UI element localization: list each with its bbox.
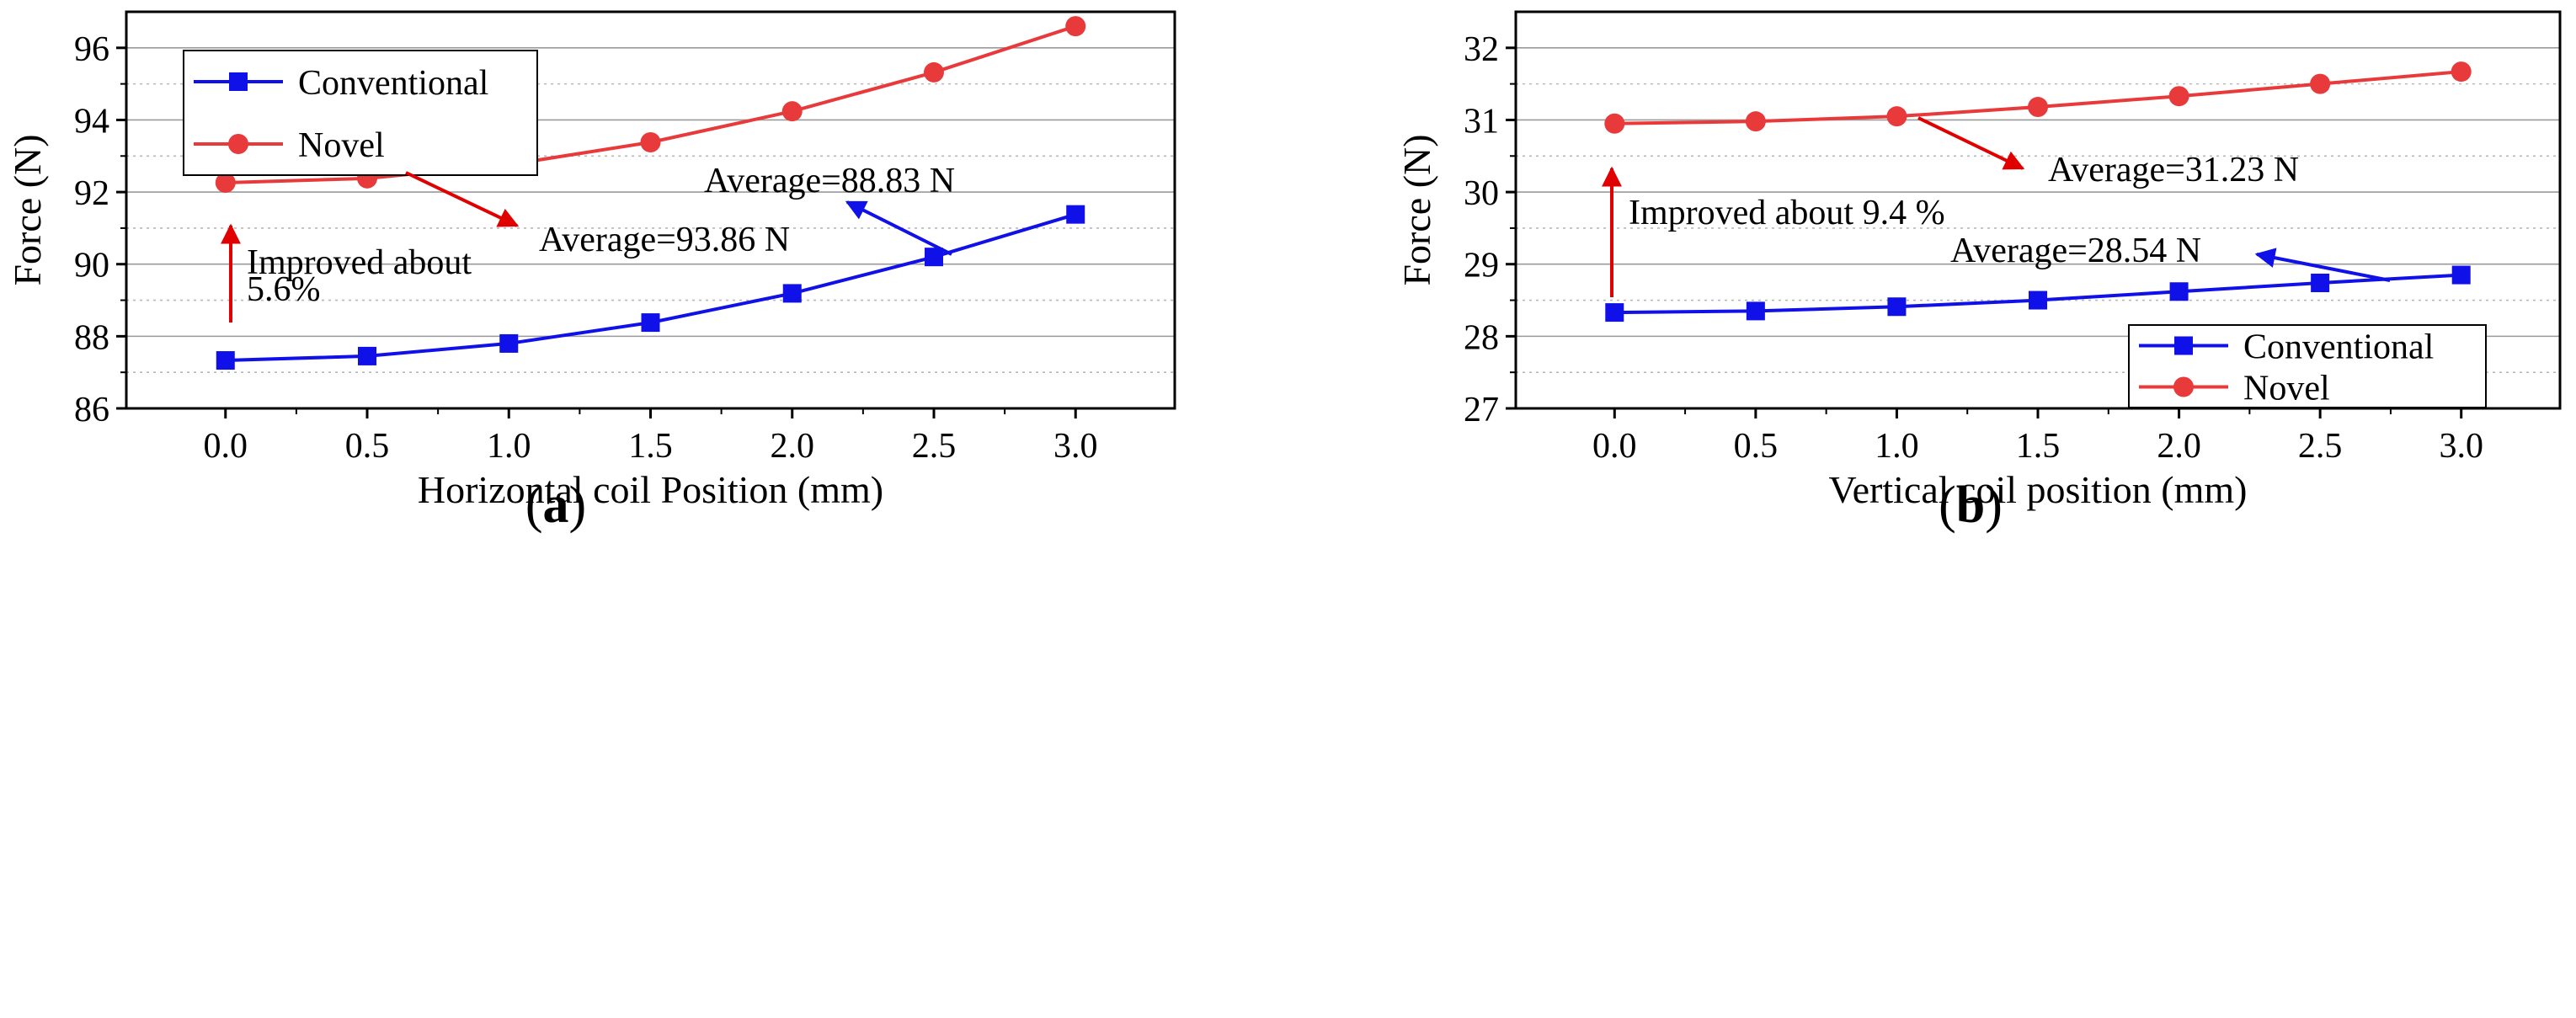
b-panel-label-open: ( xyxy=(1939,477,1956,534)
b-point-conventional xyxy=(2311,273,2330,292)
b-annotation-arrow xyxy=(1917,116,2025,170)
a-x-tick-label: 1.5 xyxy=(628,427,673,466)
b-x-tick-label: 3.0 xyxy=(2439,427,2483,466)
b-annotation-average: Average=28.54 N xyxy=(1950,232,2201,270)
a-annotation-average: Average=93.86 N xyxy=(539,221,790,259)
a-y-tick-label: 86 xyxy=(74,391,109,429)
b-point-novel xyxy=(1604,113,1625,134)
b-x-tick-label: 0.0 xyxy=(1592,427,1637,466)
b-y-tick-label: 27 xyxy=(1464,391,1499,429)
b-panel-label: (b) xyxy=(1939,477,2003,534)
a-point-conventional xyxy=(1066,205,1085,224)
b-legend-label-conventional: Conventional xyxy=(2243,328,2434,367)
a-x-tick-label: 3.0 xyxy=(1053,427,1098,466)
a-point-conventional xyxy=(782,284,802,303)
a-y-tick-label: 94 xyxy=(74,102,109,141)
a-point-novel xyxy=(1065,16,1086,37)
a-annotation-arrow xyxy=(845,200,952,256)
a-point-conventional xyxy=(924,248,943,267)
b-y-tick-label: 29 xyxy=(1464,247,1499,285)
b-legend-marker-novel xyxy=(2173,376,2194,397)
a-x-tick-label: 2.0 xyxy=(770,427,814,466)
b-point-conventional xyxy=(2029,290,2047,310)
a-y-tick-label: 96 xyxy=(74,30,109,69)
a-panel-label-open: ( xyxy=(525,477,543,534)
a-point-conventional xyxy=(358,346,377,365)
b-y-axis-label: Force (N) xyxy=(1395,134,1438,285)
a-point-novel xyxy=(781,101,803,122)
b-panel-label-close: ) xyxy=(1985,477,2003,534)
b-annotation-average: Average=31.23 N xyxy=(2048,151,2299,189)
a-point-conventional xyxy=(499,333,519,353)
a-y-axis-label: Force (N) xyxy=(6,134,49,285)
a-legend-marker-novel xyxy=(228,134,248,154)
a-x-tick-label: 1.0 xyxy=(487,427,531,466)
b-panel-label-letter: b xyxy=(1956,477,1985,534)
b-y-tick-label: 28 xyxy=(1464,318,1499,357)
b-x-tick-label: 2.5 xyxy=(2298,427,2343,466)
a-point-novel xyxy=(640,132,661,153)
a-point-novel xyxy=(923,61,944,83)
a-x-tick-label: 0.5 xyxy=(345,427,390,466)
a-panel-label: (a) xyxy=(525,477,586,534)
b-point-conventional xyxy=(1746,301,1765,321)
a-y-tick-label: 88 xyxy=(74,318,109,357)
b-point-conventional xyxy=(1887,297,1907,317)
a-legend-label-conventional: Conventional xyxy=(298,64,488,103)
a-panel-label-letter: a xyxy=(543,477,569,534)
a-x-tick-label: 2.5 xyxy=(912,427,957,466)
b-x-tick-label: 1.0 xyxy=(1875,427,1919,466)
b-point-conventional xyxy=(1605,303,1624,322)
b-point-conventional xyxy=(2169,282,2189,301)
b-y-tick-label: 30 xyxy=(1464,174,1499,213)
b-point-novel xyxy=(1745,111,1766,132)
b-annotation-arrow xyxy=(2254,248,2391,282)
b-point-novel xyxy=(1886,106,1907,127)
a-legend-marker-conventional xyxy=(229,72,248,91)
b-x-tick-label: 0.5 xyxy=(1734,427,1779,466)
b-x-tick-label: 1.5 xyxy=(2016,427,2061,466)
a-x-axis-label: Horizontal coil Position (mm) xyxy=(418,468,883,511)
chart-panel-a: 86 88 90 92 94 96 0.0 0.5 1.0 1.5 2.0 2.5 3.0 Horizon… xyxy=(6,10,1176,534)
a-annotation-average: Average=88.83 N xyxy=(704,162,955,200)
b-point-conventional xyxy=(2451,265,2471,285)
b-y-tick-label: 31 xyxy=(1464,102,1499,141)
b-annotation-improved: Improved about 9.4 % xyxy=(1629,194,1945,232)
a-y-tick-label: 90 xyxy=(74,247,109,285)
a-point-conventional xyxy=(216,351,235,370)
a-x-tick-label: 0.0 xyxy=(204,427,248,466)
a-legend-label-novel: Novel xyxy=(298,126,385,165)
b-point-novel xyxy=(2310,73,2331,94)
chart-panel-b: 27 28 29 30 31 32 0.0 0.5 1.0 1.5 2.0 2.5 3.0 Vertica… xyxy=(1395,10,2562,534)
b-legend-label-novel: Novel xyxy=(2243,370,2330,408)
b-x-tick-label: 2.0 xyxy=(2157,427,2201,466)
a-point-conventional xyxy=(641,313,660,333)
a-y-tick-label: 92 xyxy=(74,174,109,213)
b-point-novel xyxy=(2451,61,2472,83)
a-panel-label-close: ) xyxy=(569,477,587,534)
a-point-novel xyxy=(215,172,236,193)
a-annotation-arrow xyxy=(405,171,520,227)
a-legend-box xyxy=(183,50,538,176)
b-legend-marker-conventional xyxy=(2174,336,2193,355)
b-y-tick-label: 32 xyxy=(1464,30,1499,69)
b-x-axis-label: Vertical coil position (mm) xyxy=(1829,468,2248,511)
b-point-novel xyxy=(2168,86,2189,107)
b-point-novel xyxy=(2028,97,2048,118)
a-annotation-improved: Improved about xyxy=(247,243,472,282)
a-annotation-improved: 5.6% xyxy=(247,270,321,309)
